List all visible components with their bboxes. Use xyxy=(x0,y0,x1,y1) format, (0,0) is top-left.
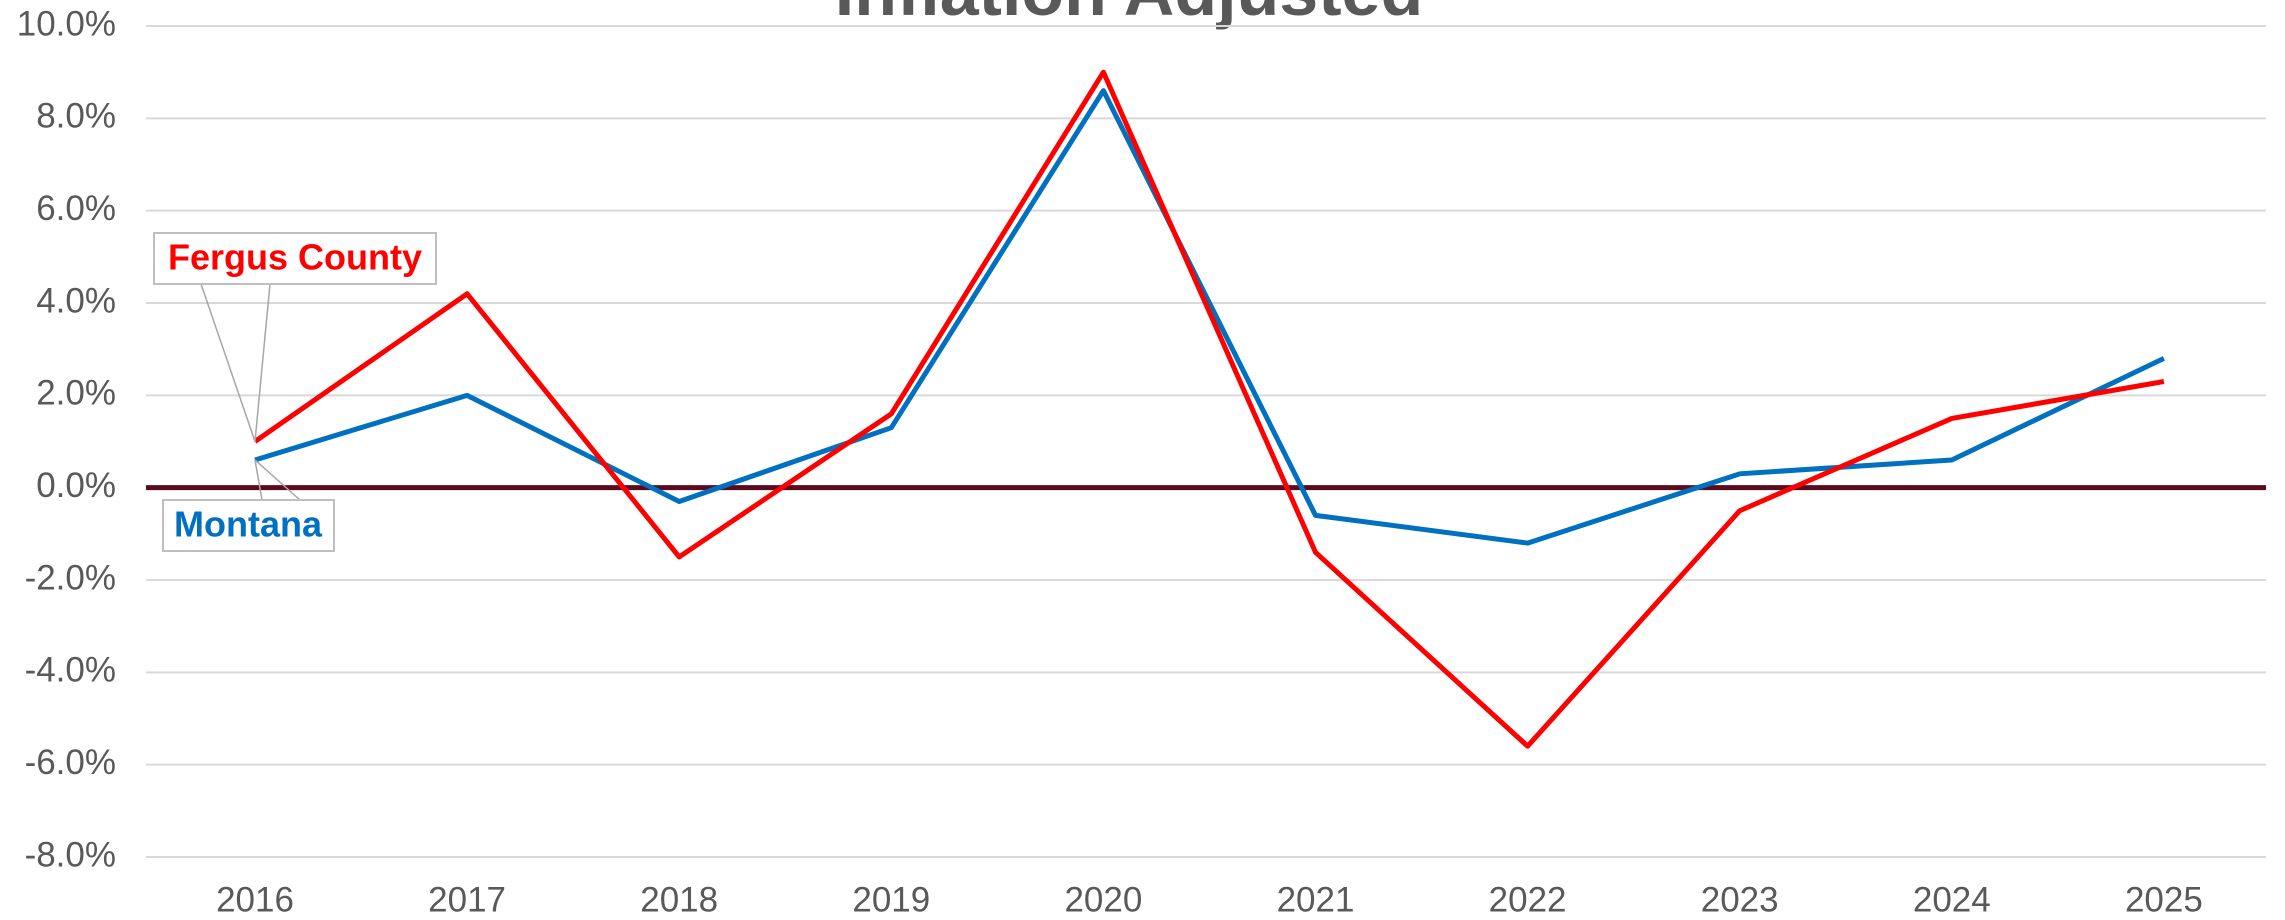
y-tick-label: 4.0% xyxy=(36,281,116,320)
leader-line xyxy=(254,459,301,501)
x-tick-label: 2023 xyxy=(1701,880,1779,919)
leader-line xyxy=(254,459,263,501)
x-tick-label: 2024 xyxy=(1913,880,1991,919)
x-tick-label: 2018 xyxy=(640,880,718,919)
label-box xyxy=(162,499,335,552)
y-tick-label: 2.0% xyxy=(36,374,116,413)
series-label: Montana xyxy=(174,504,323,545)
x-tick-label: 2025 xyxy=(2125,880,2203,919)
x-tick-label: 2016 xyxy=(216,880,294,919)
y-tick-label: 0.0% xyxy=(36,466,116,505)
y-tick-label: -4.0% xyxy=(25,651,116,690)
x-tick-label: 2022 xyxy=(1489,880,1567,919)
x-tick-label: 2019 xyxy=(852,880,930,919)
y-tick-label: 10.0% xyxy=(17,4,116,43)
x-tick-label: 2017 xyxy=(428,880,506,919)
label-box xyxy=(153,232,437,285)
y-tick-label: -6.0% xyxy=(25,743,116,782)
series-label: Fergus County xyxy=(168,237,422,278)
y-tick-label: 6.0% xyxy=(36,189,116,228)
y-tick-label: -2.0% xyxy=(25,558,116,597)
leader-line xyxy=(200,283,256,442)
x-tick-label: 2021 xyxy=(1277,880,1355,919)
series-line xyxy=(253,69,2165,749)
y-tick-label: 8.0% xyxy=(36,97,116,136)
x-tick-label: 2020 xyxy=(1064,880,1142,919)
y-tick-label: -8.0% xyxy=(25,835,116,874)
leader-line xyxy=(254,283,271,442)
